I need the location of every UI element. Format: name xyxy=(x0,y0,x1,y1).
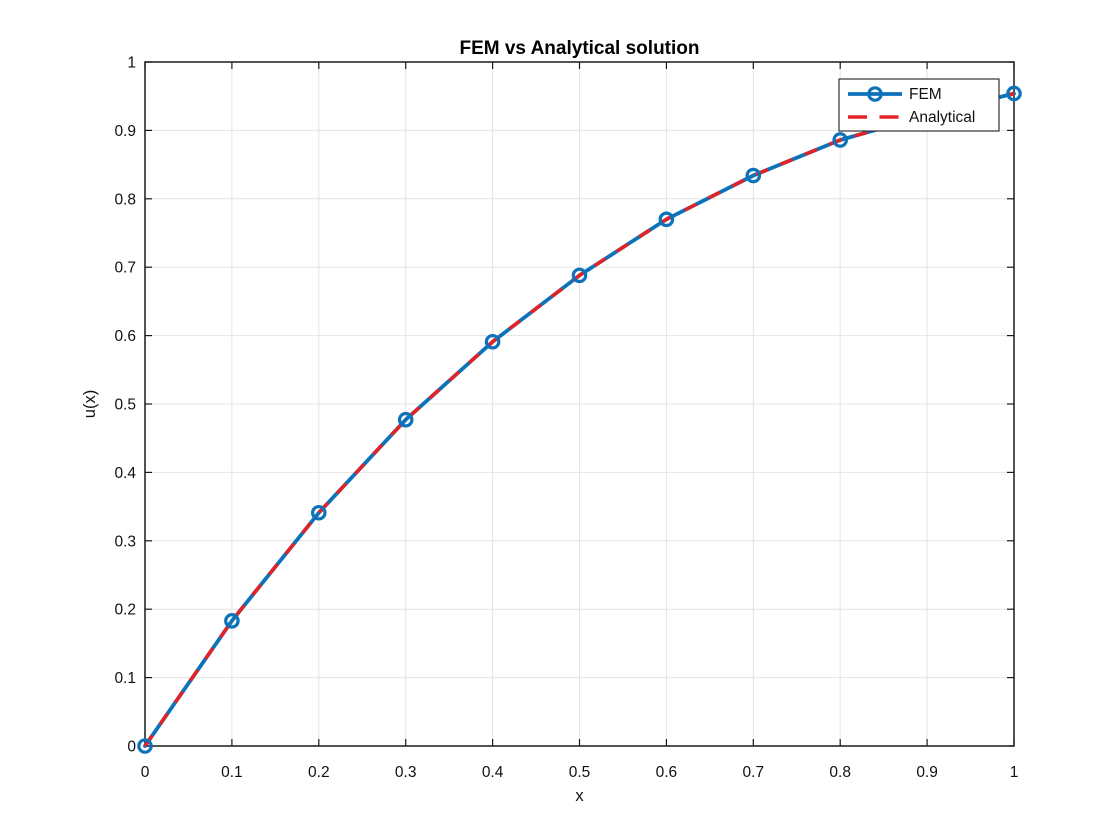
fem-data-marker xyxy=(397,411,414,428)
fem-data-marker xyxy=(571,267,588,284)
x-tick-label: 0.1 xyxy=(221,764,243,781)
y-tick-label: 0.4 xyxy=(114,465,136,482)
y-tick-label: 0.5 xyxy=(114,397,136,414)
fem-data-marker xyxy=(224,613,240,629)
y-tick-label: 0.6 xyxy=(114,328,136,345)
fem-data-marker xyxy=(658,211,675,228)
analytical-line xyxy=(143,91,1015,747)
legend-label-analytical: Analytical xyxy=(909,109,975,126)
fem-data-marker xyxy=(832,132,848,148)
legend-label-fem: FEM xyxy=(909,86,942,103)
x-tick-label: 0.7 xyxy=(743,764,765,781)
fem-data-marker xyxy=(484,333,501,350)
y-tick-label: 0.1 xyxy=(114,670,136,687)
x-tick-label: 1 xyxy=(1010,764,1019,781)
x-tick-label: 0.5 xyxy=(569,764,591,781)
x-tick-label: 0.3 xyxy=(395,764,417,781)
y-tick-label: 0.9 xyxy=(114,123,136,140)
y-tick-label: 0.8 xyxy=(114,191,136,208)
y-tick-label: 0.7 xyxy=(114,260,136,277)
x-tick-label: 0 xyxy=(141,764,150,781)
x-tick-label: 0.2 xyxy=(308,764,330,781)
fem-data-marker xyxy=(745,167,762,184)
x-tick-label: 0.6 xyxy=(656,764,678,781)
legend-fem-marker-sample xyxy=(867,86,883,102)
y-tick-label: 1 xyxy=(127,55,136,72)
fem-data-marker xyxy=(137,738,153,754)
fem-data-marker xyxy=(1006,85,1022,102)
x-tick-label: 0.4 xyxy=(482,764,504,781)
x-tick-label: 0.8 xyxy=(829,764,851,781)
legend-box xyxy=(838,78,1000,132)
y-axis-label: u(x) xyxy=(81,390,99,418)
y-tick-label: 0 xyxy=(127,739,136,756)
x-tick-label: 0.9 xyxy=(916,764,938,781)
chart-title: FEM vs Analytical solution xyxy=(459,38,699,59)
x-axis-label: x xyxy=(575,787,584,805)
fem-data-marker xyxy=(310,504,327,521)
y-tick-label: 0.2 xyxy=(114,602,136,619)
y-tick-label: 0.3 xyxy=(114,533,136,550)
